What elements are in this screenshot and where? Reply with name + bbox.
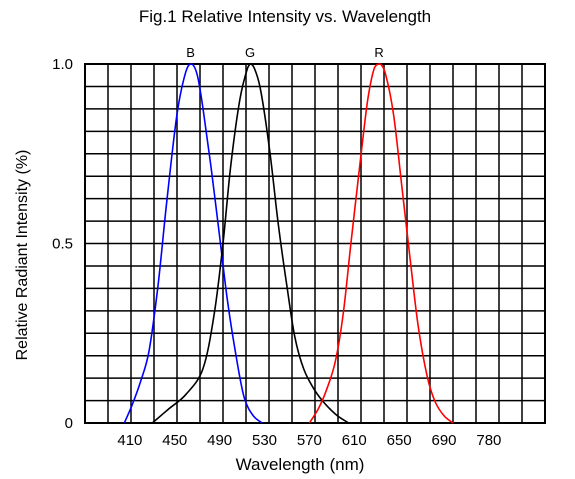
x-tick-label: 690: [432, 432, 457, 449]
x-tick-label: 780: [476, 432, 501, 449]
x-tick-label: 490: [207, 432, 232, 449]
y-tick-label: 0.5: [52, 236, 73, 253]
series-layer: [123, 63, 454, 424]
y-axis-label: Relative Radiant Intensity (%): [14, 150, 31, 361]
x-tick-labels: 410 450 490 530 570 610 650 690 780: [117, 432, 501, 449]
x-tick-label: 610: [342, 432, 367, 449]
y-tick-label: 1.0: [52, 56, 73, 73]
x-tick-label: 650: [387, 432, 412, 449]
plot-frame: [84, 63, 546, 424]
chart-title: Fig.1 Relative Intensity vs. Wavelength: [139, 7, 431, 26]
series-label-r: R: [374, 45, 383, 60]
x-tick-label: 410: [117, 432, 142, 449]
series-line-b: [123, 63, 263, 424]
grid: [85, 64, 545, 423]
x-tick-label: 450: [162, 432, 187, 449]
x-tick-label: 570: [297, 432, 322, 449]
series-line-g: [151, 63, 350, 424]
series-label-b: B: [186, 45, 195, 60]
series-label-g: G: [245, 45, 255, 60]
y-tick-labels: 0 0.5 1.0: [52, 56, 73, 432]
x-tick-label: 530: [252, 432, 277, 449]
y-tick-label: 0: [65, 415, 73, 432]
series-line-r: [308, 63, 454, 424]
x-axis-label: Wavelength (nm): [236, 455, 365, 474]
